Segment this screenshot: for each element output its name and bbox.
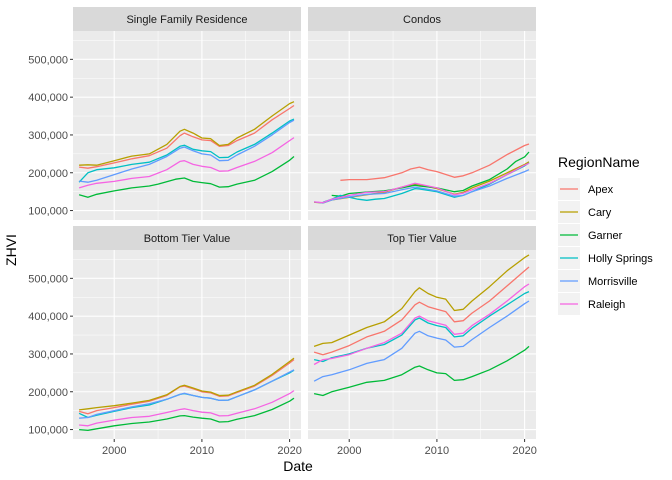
axes: 100,000 200,000 300,000 400,000 500,000 100,0… — [28, 54, 537, 457]
y-tick-label: 100,000 — [28, 206, 68, 218]
legend-item: Holly Springs — [558, 247, 653, 269]
x-tick-label: 2010 — [425, 445, 449, 457]
y-tick-label: 400,000 — [28, 92, 68, 104]
facet-panel: Bottom Tier Value — [73, 226, 301, 439]
legend-item: Garner — [558, 224, 623, 246]
facet-strip-label: Top Tier Value — [387, 233, 457, 245]
facet-panel: Single Family Residence — [73, 7, 301, 220]
y-tick-label: 500,000 — [28, 54, 68, 66]
legend-label: Morrisville — [588, 276, 638, 288]
y-tick-label: 300,000 — [28, 349, 68, 361]
y-tick-label: 200,000 — [28, 387, 68, 399]
facet-strip — [308, 226, 536, 250]
x-tick-label: 2000 — [337, 445, 361, 457]
series-line-morrisville — [314, 169, 530, 204]
legend-item: Morrisville — [558, 270, 638, 292]
y-axis-title: ZHVI — [3, 234, 19, 266]
series-line-morrisville — [79, 369, 295, 419]
y-tick-label: 100,000 — [28, 425, 68, 437]
series-line-raleigh — [313, 283, 530, 366]
series-line-apex — [313, 266, 530, 356]
series-line-morrisville — [79, 119, 295, 183]
legend-label: Holly Springs — [588, 253, 653, 265]
legend-label: Cary — [588, 207, 612, 219]
y-tick-label: 300,000 — [28, 130, 68, 142]
series-line-morrisville — [313, 300, 530, 382]
series-line-apex — [78, 359, 295, 415]
legend-label: Garner — [588, 230, 623, 242]
gridlines — [73, 31, 301, 220]
legend-item: Raleigh — [558, 293, 625, 315]
series-line-holly-springs — [78, 118, 295, 183]
series-line-apex — [79, 104, 295, 169]
x-tick-label: 2020 — [512, 445, 536, 457]
y-tick-label: 200,000 — [28, 168, 68, 180]
series-line-cary — [79, 357, 295, 411]
series-line-cary — [313, 254, 530, 348]
facet-panels: Single Family Residence Condos Bottom Tier… — [73, 7, 536, 439]
x-tick-label: 2010 — [190, 445, 214, 457]
legend-item: Apex — [558, 178, 614, 200]
facet-strip-label: Condos — [403, 14, 441, 26]
panel-background — [73, 31, 301, 220]
facet-panel: Top Tier Value — [308, 226, 536, 439]
series-line-garner — [79, 397, 295, 431]
series-line-raleigh — [314, 162, 530, 204]
legend-item: Cary — [558, 201, 612, 223]
legend-label: Apex — [588, 184, 614, 196]
series-line-garner — [313, 345, 530, 397]
facet-strip — [73, 7, 301, 31]
x-tick-label: 2000 — [102, 445, 126, 457]
series-line-apex — [340, 143, 530, 181]
facet-panel: Condos — [308, 7, 536, 220]
y-tick-label: 500,000 — [28, 273, 68, 285]
x-tick-label: 2020 — [277, 445, 301, 457]
series-line-holly-springs — [313, 291, 530, 363]
facet-strip-label: Bottom Tier Value — [144, 233, 231, 245]
legend-label: Raleigh — [588, 299, 625, 311]
y-tick-label: 400,000 — [28, 311, 68, 323]
x-axis-title: Date — [283, 458, 313, 474]
facet-strip — [308, 7, 536, 31]
legend-title: RegionName — [558, 154, 640, 170]
series-line-raleigh — [79, 390, 295, 427]
series-line-garner — [78, 156, 295, 198]
legend: RegionName Apex Cary Garner Holly Springs Mo… — [558, 154, 653, 315]
gridlines — [308, 31, 536, 220]
panel-background — [308, 250, 536, 439]
series-line-raleigh — [78, 137, 295, 189]
facet-strip-label: Single Family Residence — [126, 14, 247, 26]
facet-strip — [73, 226, 301, 250]
series-line-cary — [79, 101, 295, 166]
